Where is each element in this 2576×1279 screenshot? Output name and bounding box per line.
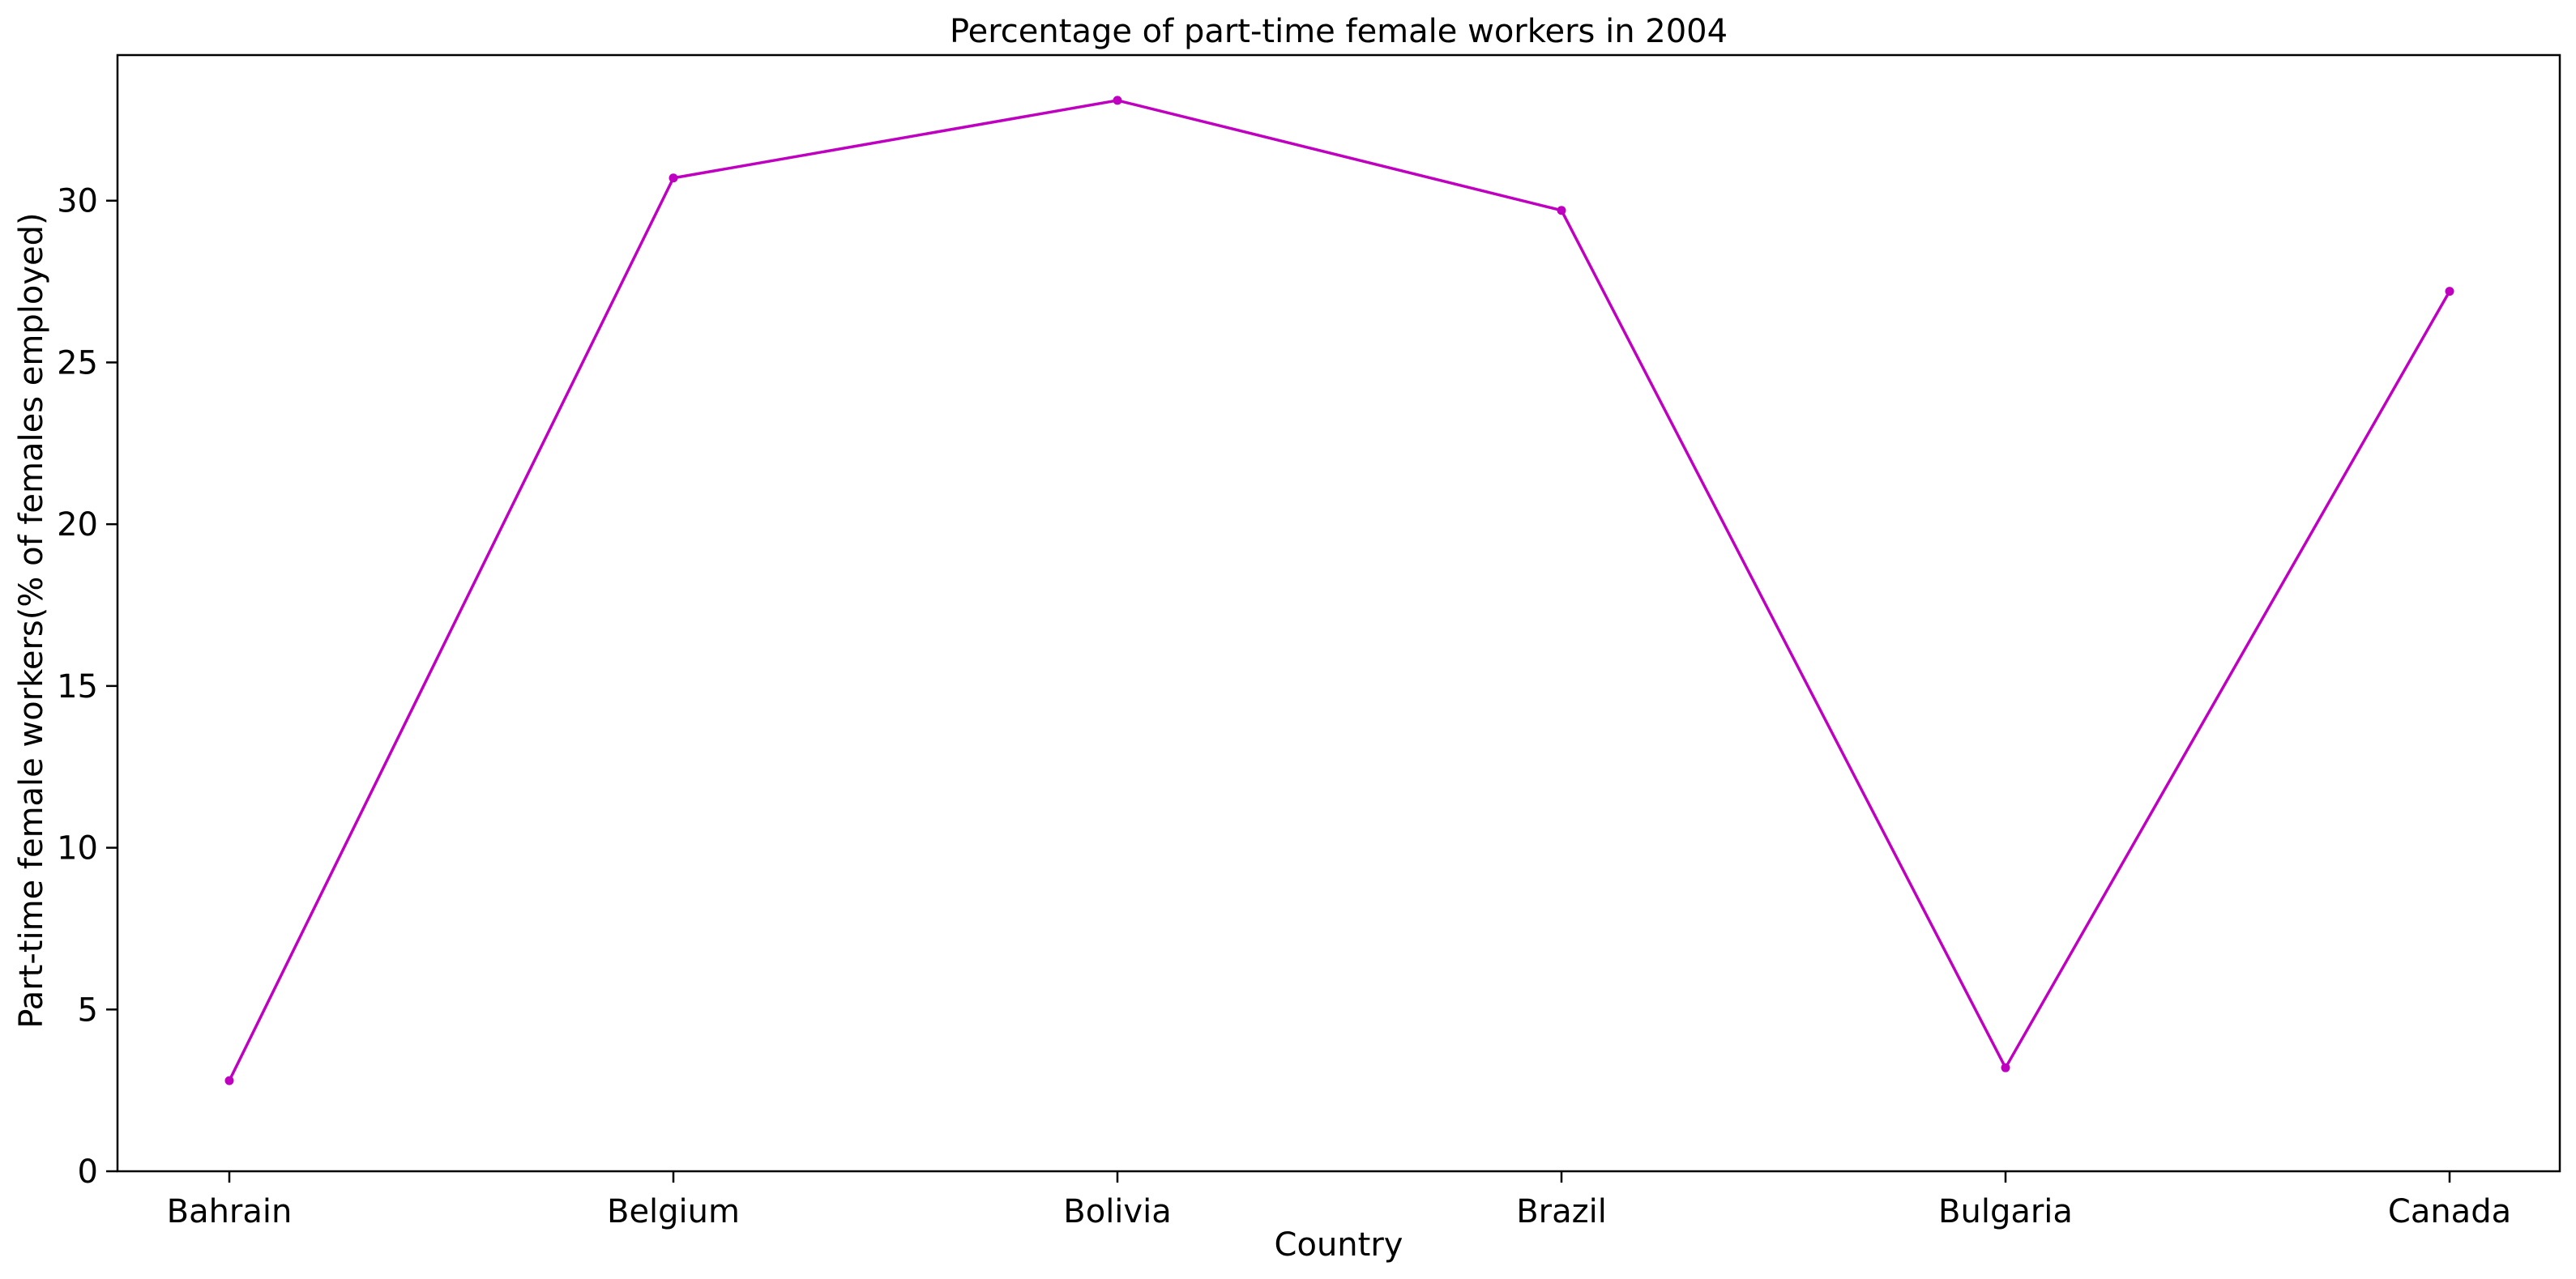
data-point <box>2001 1063 2010 1072</box>
y-tick-label: 10 <box>57 830 98 868</box>
y-axis-label: Part-time female workers(% of females em… <box>13 212 50 1028</box>
y-tick-label: 5 <box>78 991 98 1029</box>
series-line <box>228 99 2451 1081</box>
y-tick-label: 0 <box>78 1153 98 1191</box>
data-point <box>669 173 678 183</box>
y-tick-label: 30 <box>57 183 98 220</box>
y-tick-label: 20 <box>57 506 98 544</box>
x-tick-label: Canada <box>2388 1193 2511 1230</box>
x-tick-label: Belgium <box>607 1193 740 1230</box>
x-axis-label: Country <box>1275 1226 1403 1264</box>
x-tick-label: Bolivia <box>1063 1193 1171 1230</box>
data-point <box>1557 206 1566 215</box>
y-tick-label: 15 <box>57 668 98 706</box>
plot-frame <box>116 53 2561 1173</box>
x-tick-label: Bulgaria <box>1938 1193 2073 1230</box>
x-tick-label: Brazil <box>1516 1193 1607 1230</box>
data-point <box>2445 287 2454 296</box>
data-point <box>224 1076 234 1085</box>
x-tick-label: Bahrain <box>167 1193 293 1230</box>
data-point <box>1113 96 1122 105</box>
plot-area: 0 5 10 15 20 25 30 Bahrain Belgium Bolivia Brazil B… <box>57 53 2561 1230</box>
y-tick-label: 25 <box>57 344 98 382</box>
chart-title: Percentage of part-time female workers i… <box>950 13 1728 50</box>
